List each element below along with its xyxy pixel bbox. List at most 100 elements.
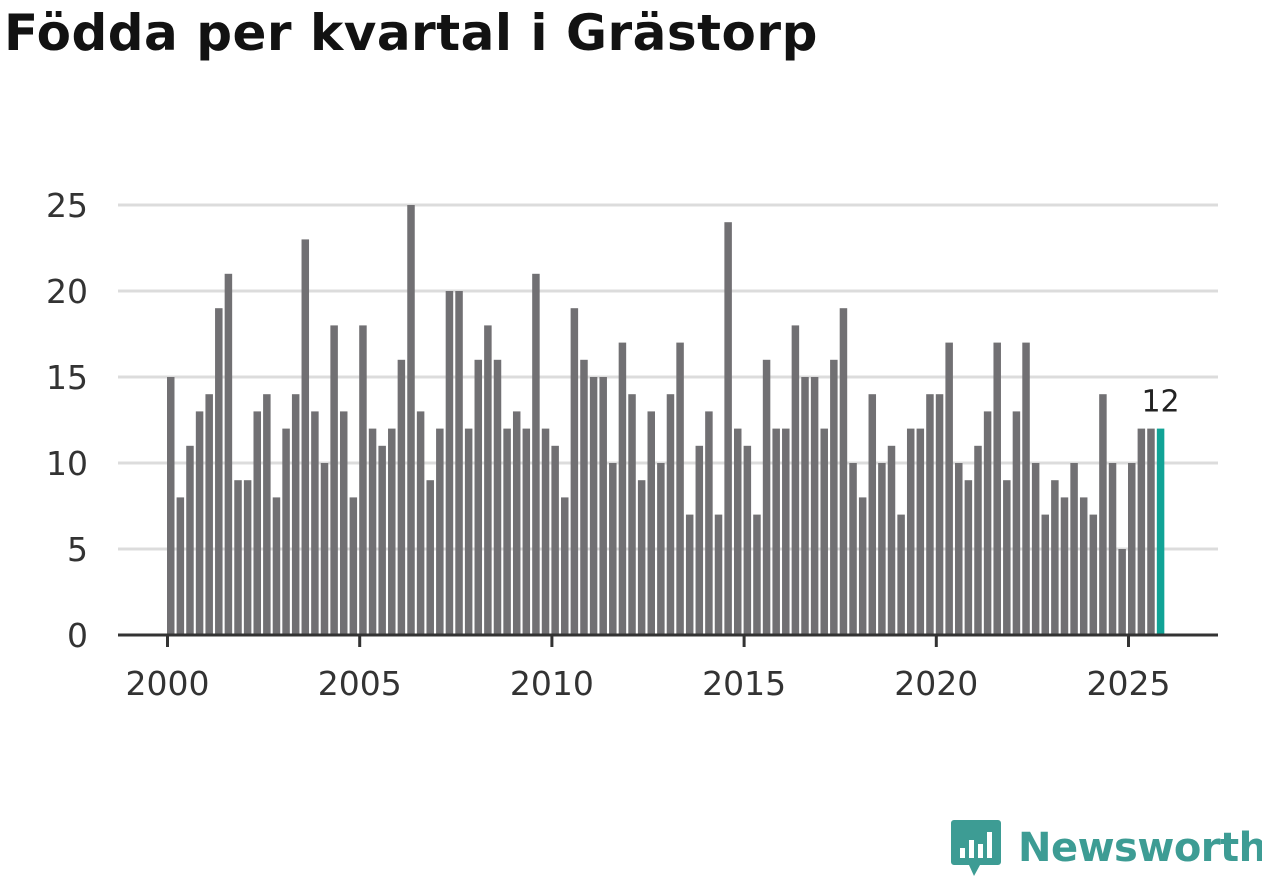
bar <box>349 497 358 635</box>
bar <box>974 445 982 635</box>
bar <box>906 428 915 635</box>
bar <box>320 463 329 635</box>
x-tick-label: 2005 <box>318 664 402 703</box>
bar <box>1003 480 1011 635</box>
bar <box>830 359 838 635</box>
bar <box>724 222 732 635</box>
bar <box>743 445 752 635</box>
bar <box>1022 342 1030 635</box>
bar <box>599 377 607 635</box>
bar <box>1099 394 1107 635</box>
bar <box>263 394 271 635</box>
bar <box>993 342 1001 635</box>
brand-name: Newsworthy <box>1018 825 1262 871</box>
bar <box>935 394 944 635</box>
bar <box>176 497 185 635</box>
bar <box>897 514 905 635</box>
y-tick-label: 10 <box>46 444 88 483</box>
bar <box>1012 411 1021 635</box>
bar <box>666 394 675 635</box>
bar <box>955 463 963 635</box>
bar <box>493 359 502 635</box>
bar <box>291 394 300 635</box>
y-tick-label: 0 <box>67 616 88 655</box>
bar <box>1137 428 1146 635</box>
bar <box>541 428 550 635</box>
bar <box>416 411 425 635</box>
bar <box>685 514 694 635</box>
bar <box>1128 463 1136 635</box>
x-tick-label: 2000 <box>126 664 210 703</box>
highlight-value-label: 12 <box>1141 385 1179 420</box>
bar <box>215 308 223 635</box>
y-tick-label: 20 <box>46 272 88 311</box>
bar <box>388 428 396 635</box>
bar <box>407 205 415 635</box>
bar <box>714 514 723 635</box>
bar <box>243 480 252 635</box>
bar <box>839 308 848 635</box>
bar <box>628 394 636 635</box>
bar <box>186 445 194 635</box>
bar <box>397 359 406 635</box>
bar <box>167 377 175 635</box>
bar <box>1051 480 1059 635</box>
bar <box>436 428 444 635</box>
bar <box>503 428 511 635</box>
bar <box>1089 514 1098 635</box>
x-tick-label: 2015 <box>702 664 786 703</box>
bar <box>378 445 386 635</box>
bar <box>445 291 454 635</box>
bar <box>532 273 540 635</box>
newsworthy-logo-icon <box>951 820 1001 876</box>
bar <box>253 411 261 635</box>
bar <box>647 411 655 635</box>
bar <box>1108 463 1117 635</box>
bar <box>234 480 242 635</box>
bar <box>522 428 531 635</box>
bar <box>282 428 290 635</box>
x-tick-label: 2010 <box>510 664 594 703</box>
bar <box>695 445 704 635</box>
bar <box>1041 514 1050 635</box>
bar <box>916 428 925 635</box>
y-tick-label: 15 <box>46 358 88 397</box>
bar <box>205 394 213 635</box>
bar <box>945 342 953 635</box>
bar <box>301 239 310 635</box>
bar <box>887 445 896 635</box>
bar <box>474 359 483 635</box>
bar <box>810 377 819 635</box>
bar <box>426 480 434 635</box>
bar <box>512 411 521 635</box>
bar <box>801 377 809 635</box>
x-tick-label: 2020 <box>894 664 978 703</box>
bar <box>580 359 588 635</box>
bar <box>705 411 713 635</box>
bar <box>753 514 761 635</box>
bar <box>878 463 886 635</box>
bar <box>195 411 204 635</box>
bar <box>782 428 790 635</box>
bar <box>1070 463 1078 635</box>
bar <box>1031 463 1040 635</box>
bar <box>772 428 780 635</box>
bar <box>676 342 684 635</box>
bar <box>733 428 742 635</box>
bar <box>618 342 627 635</box>
bar <box>1118 549 1126 635</box>
bar <box>868 394 877 635</box>
y-tick-label: 25 <box>46 186 88 225</box>
bar <box>762 359 771 635</box>
bar <box>637 480 646 635</box>
bar <box>609 463 617 635</box>
bar <box>983 411 992 635</box>
bar <box>359 325 367 635</box>
bar <box>1079 497 1088 635</box>
bar <box>926 394 934 635</box>
bar <box>858 497 867 635</box>
newsworthy-logo: Newsworthy <box>950 818 1262 878</box>
bar <box>455 291 463 635</box>
bar <box>964 480 973 635</box>
